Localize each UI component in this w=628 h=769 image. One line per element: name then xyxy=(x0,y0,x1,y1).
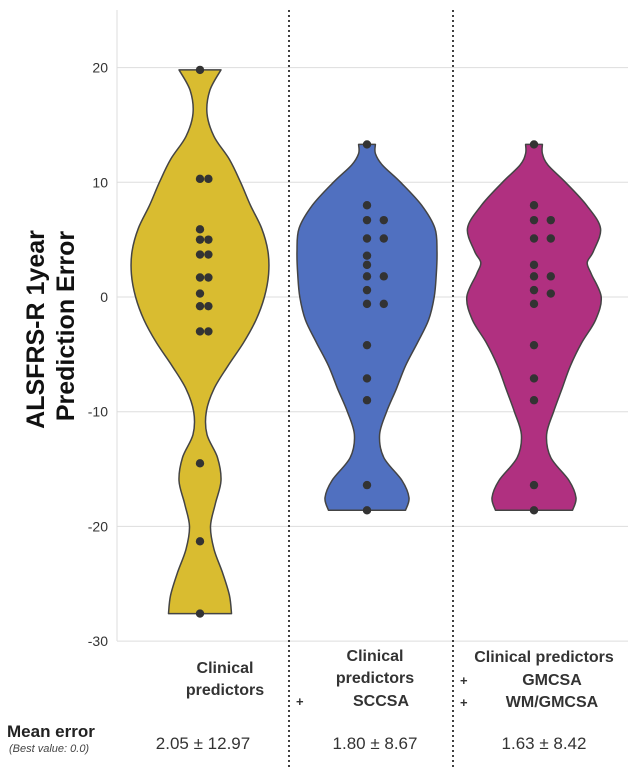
category-label-line: predictors xyxy=(336,670,414,687)
data-point xyxy=(529,234,539,243)
data-point xyxy=(529,140,539,149)
y-tick-label: -20 xyxy=(88,518,108,534)
violin-body xyxy=(296,143,438,512)
y-axis-label-line-2: Prediction Error xyxy=(52,231,80,422)
category-label-line: Clinical predictors xyxy=(474,649,614,666)
data-point xyxy=(529,201,539,210)
category-label-line: Clinical xyxy=(197,660,254,677)
plus-sign: + xyxy=(460,695,468,710)
mean-error-subtitle: (Best value: 0.0) xyxy=(9,743,89,755)
data-point xyxy=(529,215,539,225)
data-point xyxy=(362,251,372,260)
y-axis-label: ALSFRS-R 1year Prediction Error xyxy=(22,223,80,429)
data-point xyxy=(379,299,388,309)
category-label-extra: WM/GMCSA xyxy=(506,694,599,711)
data-point xyxy=(529,374,539,383)
data-point xyxy=(204,273,213,282)
data-point xyxy=(529,285,539,295)
data-point xyxy=(195,225,205,234)
category-label-extra: SCCSA xyxy=(353,693,409,710)
violins xyxy=(130,65,603,618)
plus-sign: + xyxy=(296,694,304,709)
data-point xyxy=(362,340,372,350)
data-point xyxy=(529,272,539,281)
data-point xyxy=(529,340,539,350)
y-tick-label: -10 xyxy=(88,404,108,420)
data-point xyxy=(195,65,205,75)
y-tick-label: 0 xyxy=(100,289,108,305)
violin-body xyxy=(130,69,270,615)
data-point xyxy=(195,174,205,184)
data-point xyxy=(379,234,388,243)
violin-body xyxy=(465,143,603,512)
plus-sign: + xyxy=(460,673,468,688)
data-point xyxy=(529,480,539,490)
dividers xyxy=(288,10,454,769)
data-point xyxy=(195,250,205,259)
data-point xyxy=(529,260,539,270)
data-point xyxy=(546,272,555,281)
mean-error-value: 2.05 ± 12.97 xyxy=(156,734,250,753)
y-tick-label: -30 xyxy=(88,633,108,649)
data-point xyxy=(195,537,205,546)
mean-error-values: 2.05 ± 12.97 1.80 ± 8.67 1.63 ± 8.42 xyxy=(156,734,587,753)
data-point xyxy=(362,374,372,383)
category-label-extra: GMCSA xyxy=(522,672,582,689)
data-point xyxy=(195,235,205,244)
data-point xyxy=(204,250,213,259)
data-point xyxy=(195,327,205,336)
data-point xyxy=(546,289,555,298)
data-point xyxy=(362,396,372,405)
data-point xyxy=(195,289,205,298)
data-point xyxy=(195,301,205,311)
data-point xyxy=(362,215,372,225)
mean-error-value: 1.80 ± 8.67 xyxy=(333,734,418,753)
mean-error-value: 1.63 ± 8.42 xyxy=(502,734,587,753)
data-point xyxy=(362,506,372,515)
data-point xyxy=(362,299,372,309)
category-label-line: predictors xyxy=(186,682,264,699)
data-point xyxy=(546,234,555,243)
data-point xyxy=(362,285,372,295)
data-point xyxy=(195,609,205,618)
data-point xyxy=(529,506,539,515)
y-tick-labels: 20 10 0 -10 -20 -30 xyxy=(88,60,108,649)
data-point xyxy=(195,273,205,282)
data-point xyxy=(362,140,372,149)
data-point xyxy=(362,260,372,270)
data-point xyxy=(362,201,372,210)
data-point xyxy=(379,215,388,225)
y-tick-label: 20 xyxy=(92,60,108,76)
data-point xyxy=(546,215,555,225)
y-tick-label: 10 xyxy=(92,174,108,190)
data-point xyxy=(529,299,539,309)
data-point xyxy=(379,272,388,281)
data-point xyxy=(362,234,372,243)
data-point xyxy=(204,174,213,184)
data-point xyxy=(195,459,205,468)
y-axis-label-line-1: ALSFRS-R 1year xyxy=(22,230,50,429)
data-point xyxy=(362,480,372,490)
data-point xyxy=(204,301,213,311)
category-labels: Clinical predictors Clinical predictors + SCC… xyxy=(186,648,614,711)
data-point xyxy=(529,396,539,405)
data-point xyxy=(204,235,213,244)
mean-error-title: Mean error xyxy=(7,722,95,741)
data-point xyxy=(362,272,372,281)
category-label-line: Clinical xyxy=(347,648,404,665)
data-point xyxy=(204,327,213,336)
